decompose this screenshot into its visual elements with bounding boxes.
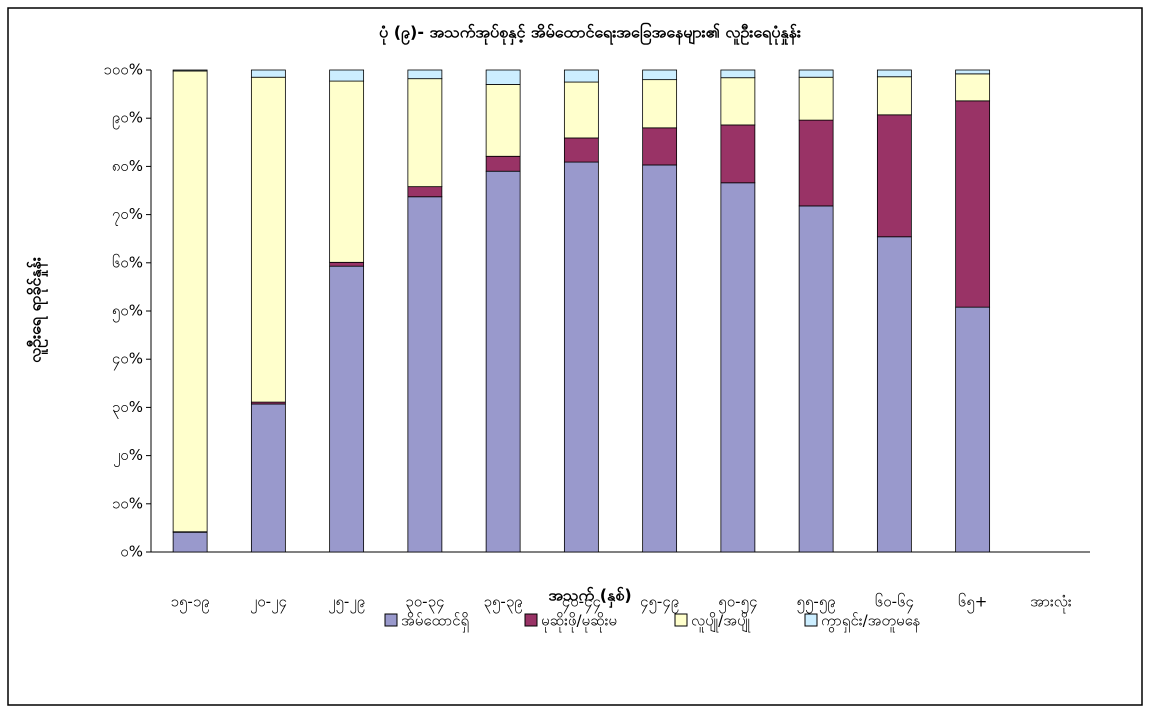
legend-label: မုဆိုးဖို/မုဆိုးမ: [541, 612, 617, 633]
bar-segment: [408, 70, 442, 79]
bar-segment: [956, 307, 990, 552]
x-tick-label: ၃၀-၃၄: [405, 593, 444, 614]
y-tick-label: ၉၀%: [112, 109, 143, 130]
y-tick-label: ၈၀%: [112, 157, 143, 175]
bar-segment: [877, 115, 911, 237]
legend-label: လူပျို/အပျို: [691, 612, 751, 633]
x-tick-label: ၁၅-၁၉: [171, 593, 210, 614]
bar-segment: [564, 70, 598, 82]
bar-segment: [408, 79, 442, 187]
bar-segment: [643, 80, 677, 128]
y-tick-label: ၃၀%: [112, 398, 143, 419]
bar-segment: [956, 74, 990, 101]
bar-segment: [956, 70, 990, 74]
bar-segment: [877, 77, 911, 115]
x-tick-label: ၃၅-၃၉: [484, 593, 523, 614]
bar-segment: [877, 70, 911, 77]
x-tick-label: ၅၀-၅၄: [718, 593, 757, 614]
bar-segment: [643, 70, 677, 80]
legend-swatch: [525, 614, 537, 626]
bar-segment: [330, 70, 364, 81]
bar-segment: [721, 125, 755, 183]
bar-segment: [173, 71, 207, 532]
bar-segment: [721, 78, 755, 125]
legend-label: အိမ်ထောင်ရှိ: [401, 612, 469, 633]
x-tick-label: ၂၀-၂၄: [250, 593, 287, 614]
legend-label: ကွာရှင်း/အတူမနေ: [821, 612, 921, 633]
bar-segment: [251, 77, 285, 402]
x-tick-label: ၄၀-၄၄: [562, 593, 601, 614]
x-tick-label: ၆၀-၆၄: [875, 593, 914, 614]
bar-segment: [721, 183, 755, 552]
bar-segment: [486, 156, 520, 171]
y-tick-label: ၆၀%: [112, 253, 143, 271]
bar-segment: [486, 171, 520, 552]
y-tick-label: ၁၀၀%: [103, 61, 143, 79]
x-tick-label: ၅၅-၅၉: [797, 593, 836, 614]
bar-segment: [799, 70, 833, 77]
bar-segment: [643, 128, 677, 165]
x-tick-label: ၆၅+: [958, 593, 987, 614]
y-tick-label: ၂၀%: [113, 446, 143, 467]
bar-segment: [408, 187, 442, 197]
y-tick-label: ၅၀%: [112, 302, 143, 323]
bar-segment: [408, 197, 442, 552]
legend-swatch: [675, 614, 687, 626]
x-tick-label: ၂၅-၂၉: [328, 593, 365, 614]
legend-swatch: [805, 614, 817, 626]
x-tick-label: အားလုံး: [1030, 593, 1072, 614]
bar-segment: [564, 162, 598, 552]
x-tick-label: ၄၅-၄၉: [640, 593, 679, 614]
bar-segment: [486, 70, 520, 84]
y-tick-label: ၄၀%: [112, 350, 143, 371]
bar-segment: [251, 404, 285, 552]
bar-segment: [877, 237, 911, 552]
y-tick-label: ၀%: [120, 543, 143, 561]
bar-segment: [956, 101, 990, 307]
y-tick-label: ၁၀%: [112, 494, 143, 512]
bar-segment: [330, 262, 364, 266]
bar-segment: [721, 70, 755, 78]
bar-segment: [486, 84, 520, 156]
bar-segment: [799, 206, 833, 552]
bar-segment: [799, 77, 833, 120]
bar-segment: [564, 138, 598, 162]
bar-segment: [799, 120, 833, 206]
bar-segment: [330, 266, 364, 552]
bar-segment: [330, 81, 364, 262]
bar-segment: [564, 82, 598, 138]
bar-segment: [173, 532, 207, 552]
bar-segment: [173, 70, 207, 71]
y-tick-label: ၇၀%: [112, 205, 143, 226]
bar-segment: [643, 165, 677, 552]
legend-swatch: [385, 614, 397, 626]
bar-segment: [251, 70, 285, 77]
